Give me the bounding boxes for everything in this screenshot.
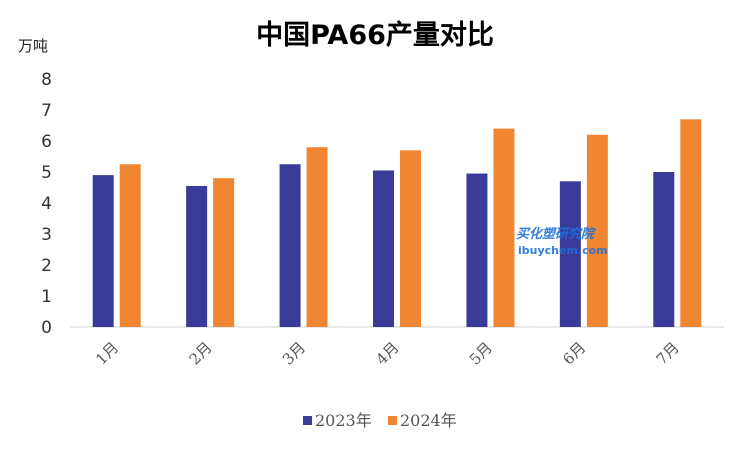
x-tick-label: 7月	[653, 338, 683, 368]
bar-2024年-5月	[493, 128, 515, 327]
y-tick-label: 8	[41, 70, 52, 90]
bar-2024年-3月	[306, 147, 328, 327]
y-tick-label: 4	[41, 194, 52, 214]
bars	[92, 119, 702, 327]
bar-2023年-7月	[653, 172, 675, 327]
bar-2024年-2月	[213, 178, 235, 327]
bar-2024年-6月	[586, 134, 608, 327]
bar-2023年-5月	[466, 173, 488, 327]
y-tick-label: 7	[41, 101, 52, 121]
watermark: 买化塑研究院 ibuychem.com	[516, 226, 608, 257]
bar-2024年-4月	[400, 150, 421, 327]
legend-swatch-2024年	[388, 416, 397, 425]
y-axis-ticks: 0 1 2 3 4 5 6 7 8	[41, 70, 52, 338]
bar-2024年-7月	[680, 119, 702, 327]
bar-2024年-1月	[119, 164, 141, 327]
bar-2023年-1月	[92, 175, 114, 327]
chart-title: 中国PA66产量对比	[256, 20, 494, 51]
x-tick-label: 4月	[372, 338, 402, 368]
legend-swatch-2023年	[303, 416, 312, 425]
x-tick-label: 3月	[279, 338, 309, 368]
watermark-cn: 买化塑研究院	[516, 226, 597, 242]
y-tick-label: 1	[41, 287, 52, 307]
y-axis-unit: 万吨	[18, 37, 48, 55]
legend-label: 2023年	[315, 411, 372, 430]
legend: 2023年 2024年	[303, 411, 457, 430]
legend-label: 2024年	[400, 411, 457, 430]
bar-2023年-6月	[559, 181, 581, 327]
y-tick-label: 6	[41, 132, 52, 152]
x-tick-label: 6月	[559, 338, 589, 368]
x-tick-label: 5月	[466, 338, 496, 368]
y-tick-label: 5	[41, 163, 52, 183]
x-tick-label: 1月	[92, 338, 122, 368]
watermark-en: ibuychem.com	[518, 244, 608, 257]
y-tick-label: 2	[41, 256, 52, 276]
x-tick-label: 2月	[186, 338, 216, 368]
bar-2023年-4月	[373, 170, 394, 327]
bar-2023年-3月	[279, 164, 301, 327]
bar-2023年-2月	[186, 185, 208, 327]
y-tick-label: 3	[41, 225, 52, 245]
y-tick-label: 0	[41, 318, 52, 338]
x-axis-ticks: 1月 2月 3月 4月 5月 6月 7月	[92, 338, 683, 368]
